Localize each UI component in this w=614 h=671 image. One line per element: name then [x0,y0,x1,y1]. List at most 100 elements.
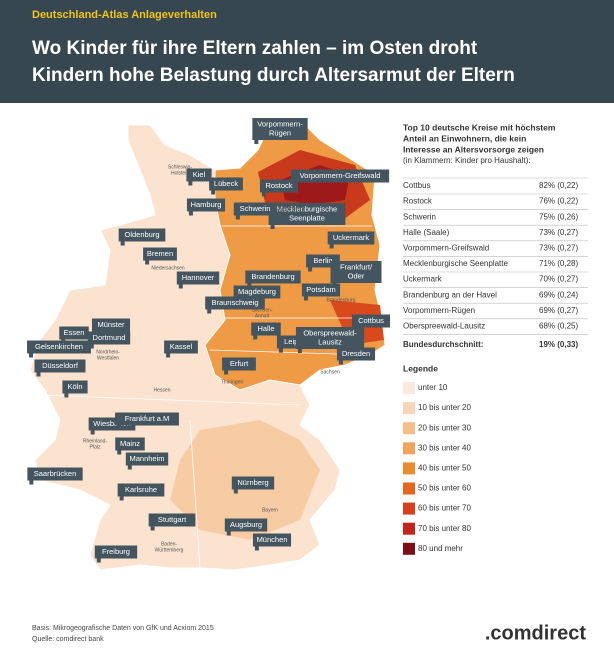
city-box [330,261,382,283]
region-label: Thüringen [221,379,244,385]
city-label: Düsseldorf [42,361,79,370]
city-dot [207,309,212,314]
source: Quelle: comdirect bank [32,636,104,643]
row-value: 70% (0,27) [539,275,578,284]
city-dot [235,215,240,220]
legend-swatch [403,462,415,475]
city-label: Mainz [120,439,140,448]
region-label: Schleswig- [168,164,193,170]
city-dot [211,190,216,195]
city-box [148,513,196,527]
legend-label: 20 bis unter 30 [418,423,471,432]
row-name: Brandenburg an der Havel [403,290,497,299]
table-subtitle: (in Klammern: Kinder pro Haushalt): [403,156,531,165]
city-dot [188,181,193,186]
row-value: 69% (0,27) [539,306,578,315]
city-label: Dortmund [93,333,126,342]
city-dot [254,140,259,144]
city-box [252,118,308,140]
legend-swatch [403,522,415,535]
legend-swatch [403,402,415,415]
title: Wo Kinder für ihre Eltern zahlen – im Os… [32,38,478,59]
kicker: Deutschland-Atlas Anlageverhalten [32,9,217,21]
city-box [34,359,86,373]
legend-swatch [403,442,415,455]
city-dot [278,348,283,353]
city-box [205,296,265,310]
city-box [186,168,212,182]
city-label: Frankfurt/ [340,262,373,271]
legend-label: 50 bis unter 60 [418,484,471,493]
region-label: Niedersachsen [151,265,185,271]
city-label: Wiesbaden [93,419,131,428]
city-box [94,545,138,559]
city-box [91,318,131,332]
city-box [117,483,165,497]
city-dot [270,225,275,229]
legend-label: 30 bis unter 40 [418,443,471,452]
city-dot [253,335,258,340]
row-value: 71% (0,28) [539,259,578,268]
city-box [176,271,220,285]
city-box [336,347,376,361]
city-box [251,322,281,336]
city-box [259,179,299,193]
city-box [268,203,346,225]
region-label: Nordrhein- [96,349,120,355]
city-dot [303,296,308,301]
city-label: Rostock [265,181,292,190]
city-label: Nürnberg [237,478,268,487]
city-box [115,437,145,451]
city-label: Saarbrücken [34,469,77,478]
city-label: Potsdam [306,285,336,294]
legend-label: 60 bis unter 70 [418,504,471,513]
region-label: Sachsen [320,369,340,375]
border [39,394,301,406]
city-label: Stuttgart [158,515,187,524]
city-box [164,340,198,354]
city-dot [254,546,259,551]
header-band [0,0,614,103]
city-dot [166,353,171,358]
city-label: Köln [67,382,82,391]
table-title: Interesse an Altersvorsorge zeigen [403,144,544,154]
legend-swatch [403,542,415,555]
city-label: Brandenburg [251,272,294,281]
city-dot [29,480,34,485]
city-dot [297,349,302,353]
legend-swatch [403,382,415,394]
legend-label: 80 und mehr [418,544,463,553]
city-dot [261,192,266,197]
row-value: 82% (0,22) [539,181,578,190]
city-label: Frankfurt a.M [125,414,170,423]
city-box [186,198,226,212]
city-label: Kiel [193,170,206,179]
city-label: Uckermark [333,233,370,242]
city-dot [233,489,238,494]
region-label: Anhalt [255,313,270,319]
region-label: Rheinland- [83,438,108,444]
row-name: Rostock [403,197,433,206]
city-dot [96,558,101,563]
city-box [231,476,275,490]
city-label: Lübeck [214,179,238,188]
city-box [209,177,243,191]
city-dot [120,241,125,246]
city-box [62,380,88,394]
row-name: Vorpommern-Greifswald [403,244,489,253]
title: Kindern hohe Belastung durch Altersarmut… [32,65,515,86]
city-dot [178,284,183,289]
city-label: Kassel [170,342,193,351]
city-box [224,518,268,532]
city-dot [117,425,122,430]
region-label: Sachsen- [251,307,272,313]
city-dot [89,344,94,349]
city-box [252,533,292,547]
region-label: Württemberg [155,547,184,553]
row-name: Vorpommern-Rügen [403,306,475,315]
city-label: Cottbus [358,316,384,325]
city-dot [64,393,69,398]
city-dot [36,372,41,377]
table-title: Top 10 deutsche Kreise mit höchstem [403,122,556,132]
